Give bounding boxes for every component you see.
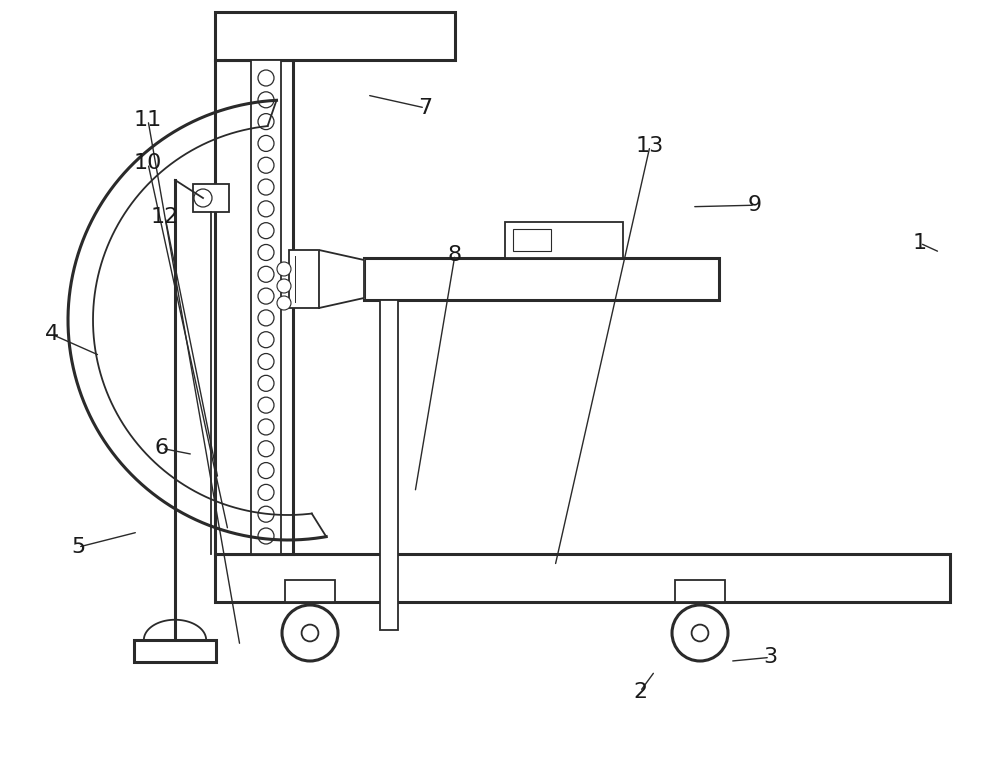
Bar xyxy=(364,258,719,300)
Text: 12: 12 xyxy=(151,207,179,226)
Text: 13: 13 xyxy=(636,136,664,156)
Circle shape xyxy=(258,528,274,544)
Circle shape xyxy=(258,135,274,151)
Text: 10: 10 xyxy=(134,154,162,173)
Circle shape xyxy=(258,397,274,413)
Circle shape xyxy=(258,506,274,522)
Circle shape xyxy=(692,625,708,641)
Text: 3: 3 xyxy=(763,648,777,667)
Bar xyxy=(215,554,950,602)
Bar xyxy=(285,580,335,602)
Bar xyxy=(289,250,319,308)
Text: 8: 8 xyxy=(448,245,462,264)
Circle shape xyxy=(258,419,274,435)
Bar xyxy=(215,12,455,60)
Polygon shape xyxy=(319,250,364,308)
Bar xyxy=(215,60,293,554)
Circle shape xyxy=(258,157,274,173)
Circle shape xyxy=(258,70,274,86)
Text: 1: 1 xyxy=(913,233,927,253)
Circle shape xyxy=(258,113,274,130)
Circle shape xyxy=(258,201,274,217)
Text: 9: 9 xyxy=(748,195,762,215)
Circle shape xyxy=(258,92,274,108)
Circle shape xyxy=(258,375,274,391)
Bar xyxy=(380,300,398,630)
Text: 5: 5 xyxy=(71,537,85,557)
Circle shape xyxy=(672,605,728,661)
Circle shape xyxy=(194,189,212,207)
Circle shape xyxy=(258,223,274,239)
Circle shape xyxy=(277,296,291,310)
Circle shape xyxy=(258,288,274,304)
Circle shape xyxy=(282,605,338,661)
Circle shape xyxy=(258,310,274,326)
Text: 6: 6 xyxy=(155,439,169,458)
Circle shape xyxy=(258,484,274,500)
Bar xyxy=(251,60,281,554)
Circle shape xyxy=(258,441,274,457)
Circle shape xyxy=(258,245,274,261)
Text: 2: 2 xyxy=(633,682,647,701)
Circle shape xyxy=(258,353,274,369)
Circle shape xyxy=(258,463,274,479)
Text: 11: 11 xyxy=(134,110,162,130)
Circle shape xyxy=(302,625,318,641)
Circle shape xyxy=(258,179,274,195)
Circle shape xyxy=(277,262,291,276)
Circle shape xyxy=(258,266,274,282)
Bar xyxy=(675,580,725,602)
Circle shape xyxy=(277,279,291,293)
Bar xyxy=(193,184,229,212)
Text: 7: 7 xyxy=(418,98,432,118)
Bar xyxy=(505,222,623,258)
Bar xyxy=(134,640,216,662)
Text: 4: 4 xyxy=(45,325,59,344)
Bar xyxy=(513,229,551,251)
Circle shape xyxy=(258,331,274,348)
